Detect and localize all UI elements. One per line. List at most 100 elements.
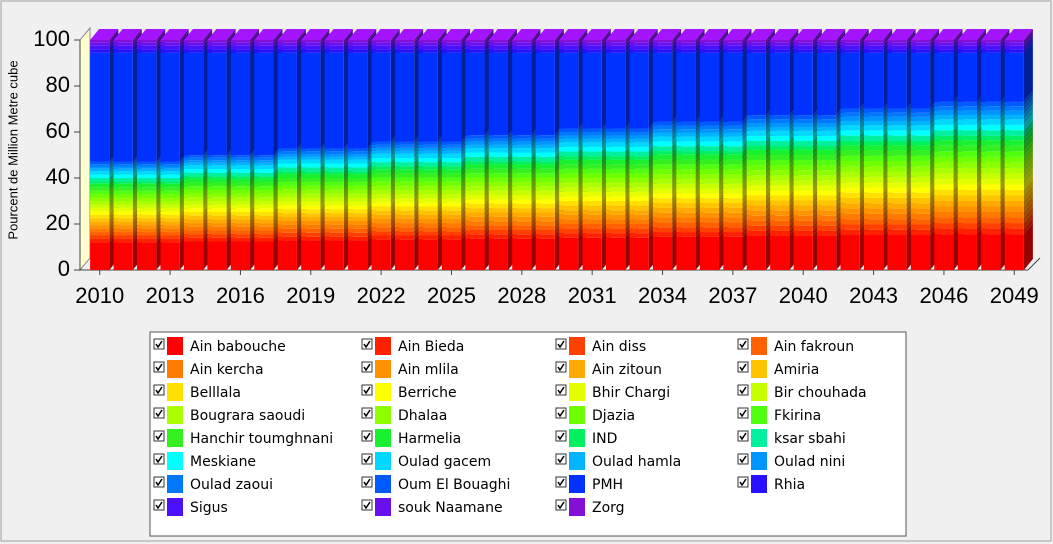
bar-top [606, 29, 635, 40]
legend-checkbox[interactable] [737, 338, 749, 350]
legend-checkbox[interactable] [555, 361, 567, 373]
bar-segment [699, 45, 720, 50]
legend-checkbox[interactable] [737, 361, 749, 373]
bar-segment [934, 189, 954, 196]
bar-segment [699, 183, 720, 189]
legend-checkbox[interactable] [153, 476, 165, 488]
legend-checkbox[interactable] [737, 453, 749, 465]
bar-segment [183, 182, 204, 187]
bar-segment [230, 241, 251, 270]
legend-checkbox[interactable] [555, 430, 567, 442]
bar-segment [652, 183, 673, 189]
bar-segment [277, 217, 297, 222]
bar-segment [676, 45, 696, 50]
x-tick-label: 2046 [919, 283, 968, 308]
legend-checkbox[interactable] [361, 361, 373, 373]
bar-segment [934, 228, 954, 235]
bar-segment [1004, 156, 1024, 163]
legend-checkbox[interactable] [555, 499, 567, 511]
legend-checkbox[interactable] [361, 407, 373, 419]
legend-check [363, 455, 371, 464]
legend-checkbox[interactable] [153, 453, 165, 465]
bar-segment [418, 144, 438, 148]
bar-segment [770, 220, 790, 226]
bar-segment [324, 159, 344, 164]
bar-segment [746, 215, 766, 221]
bar-segment [301, 201, 321, 206]
bar-segment [863, 160, 884, 167]
legend-checkbox[interactable] [361, 430, 373, 442]
bar-segment [981, 42, 1001, 46]
bar-segment [113, 190, 133, 195]
legend-checkbox[interactable] [153, 430, 165, 442]
bar-segment [348, 49, 368, 53]
legend-check [155, 409, 163, 418]
legend-checkbox[interactable] [153, 384, 165, 396]
bar-top [160, 29, 189, 40]
legend-checkbox[interactable] [361, 338, 373, 350]
bar-top [793, 29, 822, 40]
bar-segment [348, 45, 368, 50]
bar-segment [230, 42, 251, 46]
bar-segment [160, 190, 180, 195]
bar-segment [394, 210, 415, 215]
bar-segment [394, 157, 415, 163]
legend-checkbox[interactable] [555, 407, 567, 419]
bar-segment [160, 201, 180, 205]
bar-segment [535, 135, 555, 139]
legend-checkbox[interactable] [737, 476, 749, 488]
legend-checkbox[interactable] [361, 384, 373, 396]
legend-checkbox[interactable] [555, 338, 567, 350]
legend-checkbox[interactable] [737, 384, 749, 396]
legend-checkbox[interactable] [737, 407, 749, 419]
bar-segment [934, 42, 954, 46]
bar-segment [793, 235, 813, 270]
bar-segment [981, 124, 1001, 131]
bar-segment [324, 228, 344, 233]
legend-checkbox[interactable] [361, 476, 373, 488]
legend-checkbox[interactable] [153, 338, 165, 350]
bar-segment [770, 42, 790, 46]
bar-top [559, 29, 588, 40]
bar-segment [840, 235, 860, 270]
bar-side [789, 29, 799, 43]
bar-segment [981, 156, 1001, 163]
bar-segment [887, 208, 907, 214]
bar-segment [113, 218, 133, 222]
legend-checkbox[interactable] [555, 476, 567, 488]
legend-checkbox[interactable] [361, 499, 373, 511]
bar-segment [934, 124, 954, 131]
legend-checkbox[interactable] [737, 430, 749, 442]
bar-segment [676, 125, 696, 130]
bar-side [1023, 223, 1033, 270]
bar-segment [817, 170, 837, 176]
bar-segment [582, 146, 602, 152]
bar-segment [230, 176, 251, 179]
bar-segment [207, 42, 227, 46]
bar-side [1023, 113, 1033, 131]
bar-segment [817, 195, 837, 201]
bar-segment [324, 148, 344, 152]
bar-segment [418, 42, 438, 46]
legend-checkbox[interactable] [153, 407, 165, 419]
bar-segment [90, 166, 110, 169]
bar-segment [629, 156, 649, 160]
bar-segment [301, 163, 321, 168]
legend-checkbox[interactable] [153, 499, 165, 511]
legend-checkbox[interactable] [153, 361, 165, 373]
legend-checkbox[interactable] [555, 453, 567, 465]
bar-segment [981, 52, 1001, 102]
bar-segment [676, 212, 696, 218]
bar-segment [90, 190, 110, 195]
bar-segment [535, 229, 555, 235]
bar-segment [793, 160, 813, 166]
legend-checkbox[interactable] [361, 453, 373, 465]
bar-segment [1004, 145, 1024, 152]
bar-side [625, 31, 635, 46]
legend-checkbox[interactable] [555, 384, 567, 396]
bar-segment [723, 129, 743, 133]
bar-segment [230, 186, 251, 190]
bar-segment [160, 171, 180, 175]
bar-segment [887, 145, 907, 151]
legend-label: Ain fakroun [774, 339, 854, 355]
